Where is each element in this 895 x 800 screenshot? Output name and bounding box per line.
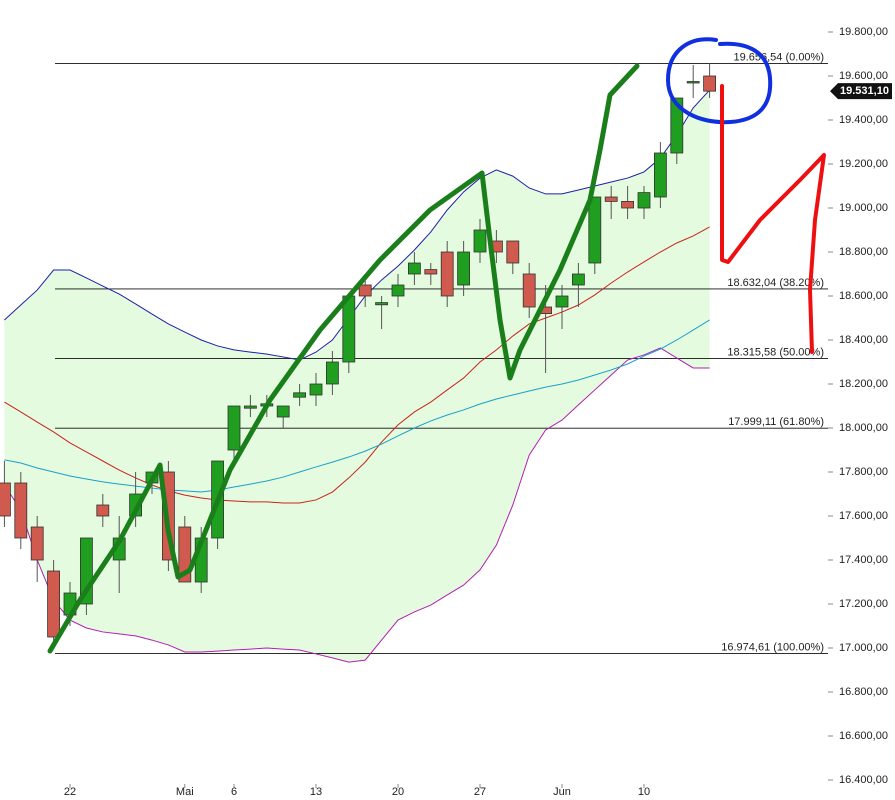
- candle-body: [342, 295, 356, 363]
- y-tick-label: 17.000,00: [839, 642, 888, 654]
- candle-body: [572, 273, 585, 286]
- y-tick-label: 16.400,00: [839, 774, 888, 786]
- candle-body: [375, 302, 389, 306]
- x-tick-label: 22: [64, 786, 76, 798]
- red-annotation: [720, 84, 826, 354]
- x-tick-label: 6: [231, 786, 237, 798]
- x-tick-label: Mai: [176, 786, 194, 798]
- candle-body: [703, 75, 716, 92]
- y-tick-label: 18.600,00: [839, 290, 888, 302]
- x-tick-label: 13: [310, 786, 322, 798]
- plot-layer: 19.656,54 (0.00%) 18.632,04 (38.20%) 18.31…: [0, 51, 828, 663]
- indicator-line: [4, 226, 710, 504]
- last-price-label: 19.531,10: [840, 85, 889, 97]
- level-label: 18.315,58 (50.00%): [727, 346, 824, 358]
- candle-body: [325, 361, 339, 385]
- candle-body: [14, 482, 28, 539]
- y-tick-label: 18.400,00: [839, 334, 888, 346]
- y-tick-label: 19.000,00: [839, 202, 888, 214]
- candle-body: [96, 504, 110, 517]
- y-tick-label: 17.200,00: [839, 598, 888, 610]
- y-tick-label: 17.800,00: [839, 466, 888, 478]
- candle-body: [391, 284, 405, 297]
- candle-body: [0, 482, 11, 517]
- y-tick-label: 18.800,00: [839, 246, 888, 258]
- candle-body: [227, 405, 241, 451]
- candle-body: [621, 200, 634, 209]
- candle-body: [654, 152, 667, 198]
- background-layer: [4, 90, 710, 663]
- axis-layer: 19.800,00 19.600,00 19.400,00 19.200,00 19.0…: [64, 26, 892, 798]
- level-label: 19.656,54 (0.00%): [733, 51, 824, 63]
- y-tick-label: 16.800,00: [839, 686, 888, 698]
- y-tick-label: 17.600,00: [839, 510, 888, 522]
- blue-annotation: [666, 37, 773, 125]
- x-tick-label: 20: [392, 786, 404, 798]
- band-fill: [4, 90, 710, 663]
- candle-body: [178, 526, 192, 583]
- indicator-line: [3, 347, 710, 663]
- candle-body: [407, 262, 421, 275]
- candle-body: [604, 196, 618, 202]
- y-tick-label: 19.600,00: [839, 70, 888, 82]
- candle-body: [358, 284, 372, 297]
- candle-body: [457, 251, 471, 286]
- candle-body: [293, 392, 307, 398]
- indicator-line: [4, 319, 710, 493]
- y-tick-label: 18.000,00: [839, 422, 888, 434]
- candle-body: [309, 383, 323, 396]
- candle-body: [670, 97, 684, 154]
- level-label: 16.974,61 (100.00%): [721, 641, 824, 653]
- y-tick-label: 16.600,00: [839, 730, 888, 742]
- candle-body: [686, 81, 700, 84]
- y-tick-label: 18.200,00: [839, 378, 888, 390]
- candle-body: [47, 570, 60, 638]
- level-label: 17.999,11 (61.80%): [728, 416, 824, 428]
- green-annotation: [47, 63, 640, 654]
- candle-body: [522, 273, 536, 308]
- y-tick-label: 19.400,00: [839, 114, 888, 126]
- candle-body: [588, 196, 602, 264]
- candle-body: [473, 229, 487, 253]
- candle-body: [243, 405, 257, 409]
- hand-annotations: [47, 37, 826, 654]
- y-tick-label: 19.800,00: [839, 26, 888, 38]
- y-tick-label: 17.400,00: [839, 554, 888, 566]
- candle-body: [637, 192, 651, 209]
- level-label: 18.632,04 (38.20%): [727, 277, 824, 289]
- x-tick-label: 10: [638, 786, 650, 798]
- candle-body: [424, 269, 438, 275]
- candle-body: [440, 251, 454, 297]
- last-price-tag: [830, 83, 892, 100]
- candle-body: [506, 240, 520, 264]
- x-tick-label: Jun: [553, 786, 571, 798]
- candle-body: [276, 405, 290, 418]
- y-tick-label: 19.200,00: [839, 158, 888, 170]
- candle-body: [555, 295, 569, 308]
- x-tick-label: 27: [474, 786, 486, 798]
- candle-body: [30, 526, 44, 561]
